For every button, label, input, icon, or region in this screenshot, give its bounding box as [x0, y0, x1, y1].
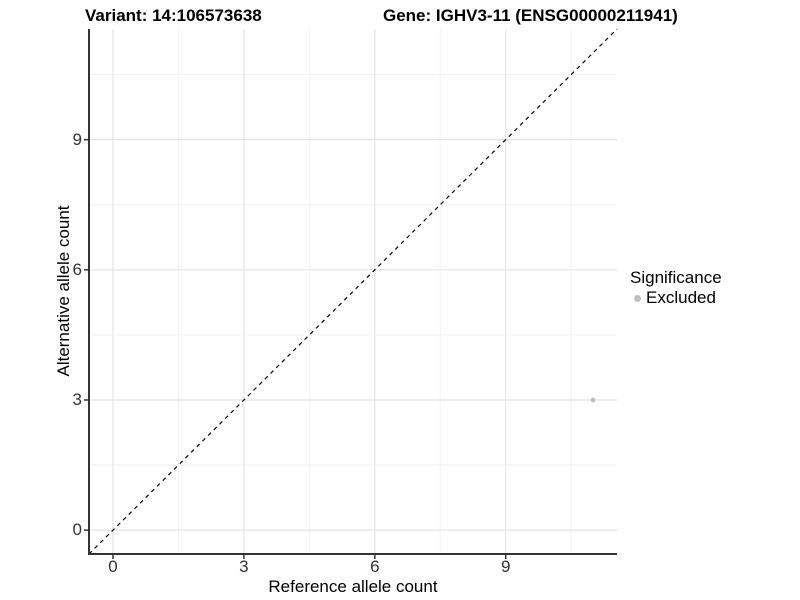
y-tick-label: 6: [72, 259, 82, 279]
x-tick-label: 6: [370, 557, 380, 576]
x-axis-title: Reference allele count: [268, 577, 438, 596]
legend-item-label: Excluded: [646, 288, 716, 307]
y-tick-label: 0: [72, 520, 82, 540]
y-tick-label: 3: [72, 389, 82, 409]
x-tick-label: 0: [108, 557, 118, 576]
y-tick-label: 9: [72, 129, 82, 149]
legend-point-icon: [634, 294, 641, 302]
legend-item: Excluded: [630, 288, 722, 308]
identity-line: [88, 28, 618, 555]
legend: Significance Excluded: [630, 268, 722, 308]
legend-title: Significance: [630, 268, 722, 287]
plot-title-variant: Variant: 14:106573638: [85, 6, 262, 25]
y-axis-title: Alternative allele count: [54, 205, 73, 377]
legend-items: Excluded: [630, 288, 722, 308]
x-tick-label: 9: [500, 557, 511, 576]
data-point: [590, 397, 596, 403]
x-tick-label: 3: [239, 557, 249, 576]
plot-title-gene: Gene: IGHV3-11 (ENSG00000211941): [383, 6, 678, 25]
